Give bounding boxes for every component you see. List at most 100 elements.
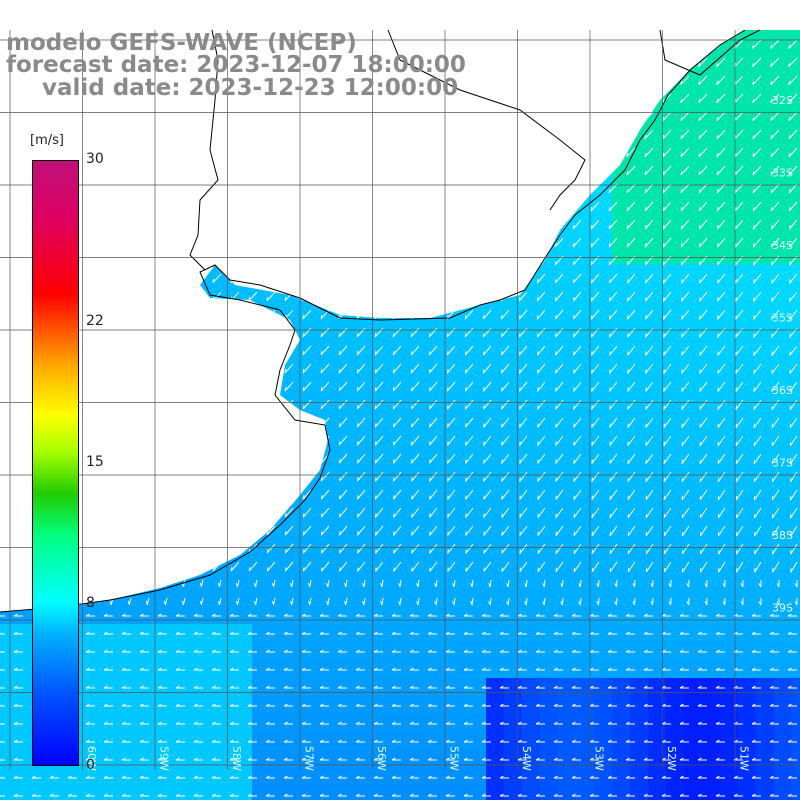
speed-cell	[126, 732, 144, 750]
speed-cell	[720, 606, 738, 624]
wind-arrow-head	[158, 566, 161, 572]
wind-arrow	[230, 129, 240, 139]
wind-arrow	[735, 291, 744, 302]
wind-arrow-head	[758, 601, 762, 606]
speed-cell	[270, 318, 288, 336]
speed-cell	[144, 300, 162, 318]
speed-cell	[0, 102, 18, 120]
speed-cell	[576, 624, 594, 642]
speed-cell	[180, 678, 198, 696]
wind-arrow	[591, 489, 600, 500]
speed-cell	[0, 786, 18, 800]
speed-cell	[342, 336, 360, 354]
wind-arrow-head	[320, 296, 323, 302]
wind-arrow	[482, 327, 492, 338]
wind-arrow	[447, 525, 456, 536]
wind-arrow	[627, 507, 636, 519]
wind-arrow-head	[410, 351, 413, 356]
speed-cell	[414, 138, 432, 156]
wind-arrow-head	[176, 548, 179, 554]
speed-cell	[342, 156, 360, 174]
wind-arrow	[212, 273, 222, 284]
speed-cell	[468, 678, 486, 696]
wind-arrow	[392, 309, 402, 320]
wind-arrow	[716, 129, 726, 140]
speed-cell	[648, 408, 666, 426]
wind-arrow-head	[140, 440, 143, 445]
speed-cell	[702, 552, 720, 570]
wind-arrow	[194, 363, 204, 374]
wind-arrow	[0, 489, 6, 499]
speed-cell	[576, 264, 594, 282]
wind-arrow-head	[645, 441, 647, 446]
speed-cell	[288, 192, 306, 210]
wind-arrow-head	[194, 440, 197, 446]
speed-cell	[108, 498, 126, 516]
wind-arrow	[447, 507, 456, 518]
speed-cell	[486, 300, 504, 318]
wind-arrow	[716, 57, 726, 67]
speed-cell	[414, 282, 432, 300]
speed-cell	[540, 120, 558, 138]
speed-cell	[720, 750, 738, 768]
wind-arrow	[176, 147, 186, 157]
wind-arrow-head	[483, 423, 485, 428]
speed-cell	[234, 732, 252, 750]
speed-cell	[522, 318, 540, 336]
speed-cell	[90, 750, 108, 768]
wind-arrow	[626, 147, 636, 158]
wind-arrow-head	[194, 116, 197, 121]
speed-cell	[738, 84, 756, 102]
wind-arrow	[464, 309, 474, 320]
wind-arrow-head	[608, 261, 611, 266]
wind-arrow	[525, 579, 528, 588]
wind-arrow-head	[698, 62, 701, 67]
wind-arrow	[320, 129, 330, 139]
speed-cell	[648, 336, 666, 354]
wind-arrow-head	[140, 134, 143, 139]
speed-cell	[90, 768, 108, 786]
wind-arrow-head	[14, 368, 17, 373]
speed-cell	[252, 120, 270, 138]
wind-arrow-head	[338, 170, 341, 175]
speed-cell	[180, 120, 198, 138]
wind-arrow-head	[643, 613, 648, 617]
wind-arrow-head	[410, 441, 413, 446]
speed-cell	[324, 588, 342, 606]
wind-arrow-head	[68, 134, 71, 139]
wind-arrow	[518, 273, 528, 284]
wind-arrow-head	[591, 477, 593, 482]
wind-arrow-head	[572, 206, 575, 212]
speed-cell	[486, 228, 504, 246]
speed-cell	[180, 516, 198, 534]
wind-arrow-head	[375, 549, 377, 554]
wind-arrow-head	[429, 567, 431, 572]
speed-cell	[486, 768, 504, 786]
wind-arrow	[176, 489, 186, 500]
speed-cell	[522, 282, 540, 300]
speed-cell	[288, 462, 306, 480]
wind-arrow	[374, 381, 384, 392]
wind-arrow	[536, 309, 546, 320]
speed-cell	[144, 246, 162, 264]
speed-cell	[216, 318, 234, 336]
speed-cell	[504, 768, 522, 786]
speed-cell	[792, 84, 800, 102]
speed-cell	[576, 372, 594, 390]
speed-cell	[144, 390, 162, 408]
wind-arrow	[609, 525, 618, 537]
speed-cell	[558, 390, 576, 408]
wind-arrow-head	[482, 44, 485, 49]
wind-arrow-head	[644, 152, 647, 157]
speed-cell	[486, 642, 504, 660]
wind-arrow-head	[680, 297, 683, 302]
speed-cell	[396, 588, 414, 606]
wind-arrow	[518, 93, 528, 103]
wind-arrow-head	[758, 583, 762, 588]
speed-cell	[720, 102, 738, 120]
speed-cell	[720, 192, 738, 210]
wind-arrow-head	[608, 297, 611, 302]
wind-arrow	[266, 417, 276, 428]
wind-arrow	[176, 525, 186, 536]
wind-arrow-head	[429, 477, 431, 482]
